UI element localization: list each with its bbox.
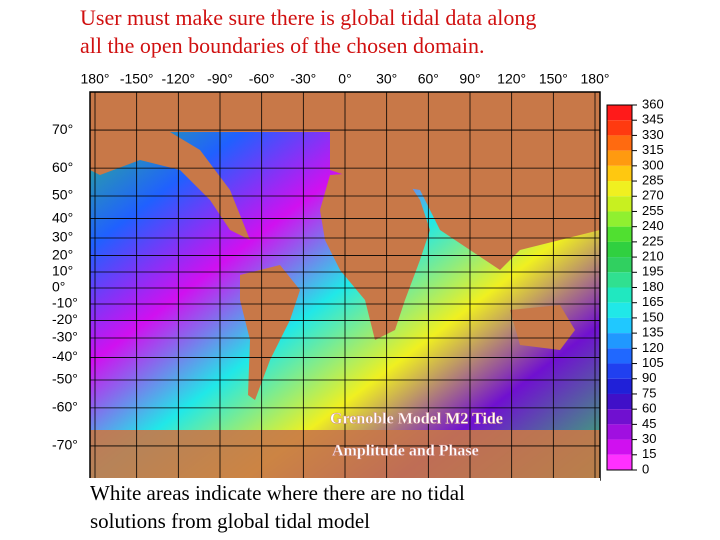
colorbar-tick-label: 360 [642, 96, 664, 111]
land [330, 132, 600, 270]
lon-tick-label: 0° [338, 71, 351, 87]
colorbar-tick-label: 270 [642, 188, 664, 203]
colorbar-swatch [607, 196, 632, 212]
lat-tick-label: 40° [52, 209, 73, 225]
lon-tick-label: 180° [81, 71, 110, 87]
colorbar-swatch [607, 241, 632, 258]
colorbar-swatch [607, 272, 632, 288]
lon-tick-label: -60° [249, 71, 275, 87]
colorbar-swatch [607, 120, 632, 136]
colorbar-swatch [607, 226, 632, 242]
colorbar-tick-label: 315 [642, 142, 664, 157]
lon-tick-label: -90° [207, 71, 233, 87]
lon-tick-label: 90° [459, 71, 480, 87]
lon-tick-label: -30° [290, 71, 316, 87]
lon-tick-label: 180° [581, 71, 610, 87]
colorbar-swatch [607, 105, 632, 121]
lon-tick-label: -150° [120, 71, 154, 87]
colorbar-tick-label: 165 [642, 294, 664, 309]
colorbar-swatch [607, 287, 632, 303]
caption: solutions from global tidal model [90, 509, 370, 533]
colorbar-swatch [607, 181, 632, 197]
land [510, 305, 575, 350]
colorbar-tick-label: 180 [642, 279, 664, 294]
slide-title: all the open boundaries of the chosen do… [80, 33, 484, 58]
colorbar-tick-label: 135 [642, 325, 664, 340]
lat-tick-label: -60° [52, 399, 78, 415]
colorbar-swatch [607, 135, 632, 151]
land [320, 170, 430, 340]
colorbar-swatch [607, 439, 632, 455]
colorbar-tick-label: 345 [642, 112, 664, 127]
lat-tick-label: -40° [52, 348, 78, 364]
lon-tick-label: 120° [497, 71, 526, 87]
colorbar-swatch [607, 165, 632, 182]
lon-tick-label: -120° [162, 71, 196, 87]
caption: White areas indicate where there are no … [90, 481, 465, 505]
lat-tick-label: -30° [52, 329, 78, 345]
lat-tick-label: 30° [52, 229, 73, 245]
land [90, 132, 265, 255]
lat-tick-label: -20° [52, 311, 78, 327]
colorbar-tick-label: 255 [642, 203, 664, 218]
colorbar-tick-label: 75 [642, 385, 656, 400]
colorbar-swatch [607, 393, 632, 410]
map [89, 91, 601, 481]
colorbar-tick-label: 300 [642, 157, 664, 172]
colorbar-swatch [607, 378, 632, 394]
colorbar-tick-label: 60 [642, 401, 656, 416]
lat-tick-label: -70° [52, 437, 78, 453]
colorbar-tick-label: 45 [642, 416, 656, 431]
colorbar-swatch [607, 454, 632, 470]
lon-tick-label: 150° [539, 71, 568, 87]
colorbar-tick-label: 105 [642, 355, 664, 370]
colorbar-tick-label: 225 [642, 233, 664, 248]
colorbar-tick-label: 0 [642, 461, 649, 476]
colorbar-tick-label: 120 [642, 340, 664, 355]
colorbar-swatch [607, 424, 632, 440]
lon-tick-label: 30° [376, 71, 397, 87]
lat-tick-label: 10° [52, 263, 73, 279]
colorbar-tick-label: 15 [642, 446, 656, 461]
colorbar-swatch [607, 150, 632, 166]
lat-tick-label: 70° [52, 121, 73, 137]
colorbar-tick-label: 210 [642, 249, 664, 264]
colorbar-swatch [607, 333, 632, 349]
colorbar-swatch [607, 211, 632, 227]
lat-tick-label: 60° [52, 159, 73, 175]
colorbar-tick-label: 150 [642, 309, 664, 324]
map-overlay-title: Grenoble Model M2 Tide [330, 411, 503, 428]
lat-tick-label: 0° [52, 279, 65, 295]
colorbar-tick-label: 30 [642, 431, 656, 446]
colorbar-tick-label: 330 [642, 127, 664, 142]
lat-tick-label: -50° [52, 371, 78, 387]
colorbar-swatch [607, 317, 632, 334]
colorbar-swatch [607, 363, 632, 379]
lat-tick-label: -10° [52, 295, 78, 311]
colorbar-swatch [607, 257, 632, 273]
colorbar-tick-label: 240 [642, 218, 664, 233]
colorbar-swatch [607, 302, 632, 318]
colorbar-tick-label: 195 [642, 264, 664, 279]
lat-tick-label: 50° [52, 187, 73, 203]
lat-tick-label: 20° [52, 246, 73, 262]
map-overlay-title: Amplitude and Phase [332, 443, 479, 460]
land [240, 265, 300, 400]
colorbar-swatch [607, 348, 632, 364]
colorbar-tick-label: 285 [642, 172, 664, 187]
caption-box [80, 478, 600, 540]
slide-title: User must make sure there is global tida… [80, 5, 536, 30]
colorbar-tick-label: 90 [642, 370, 656, 385]
colorbar-swatch [607, 409, 632, 425]
lon-tick-label: 60° [418, 71, 439, 87]
